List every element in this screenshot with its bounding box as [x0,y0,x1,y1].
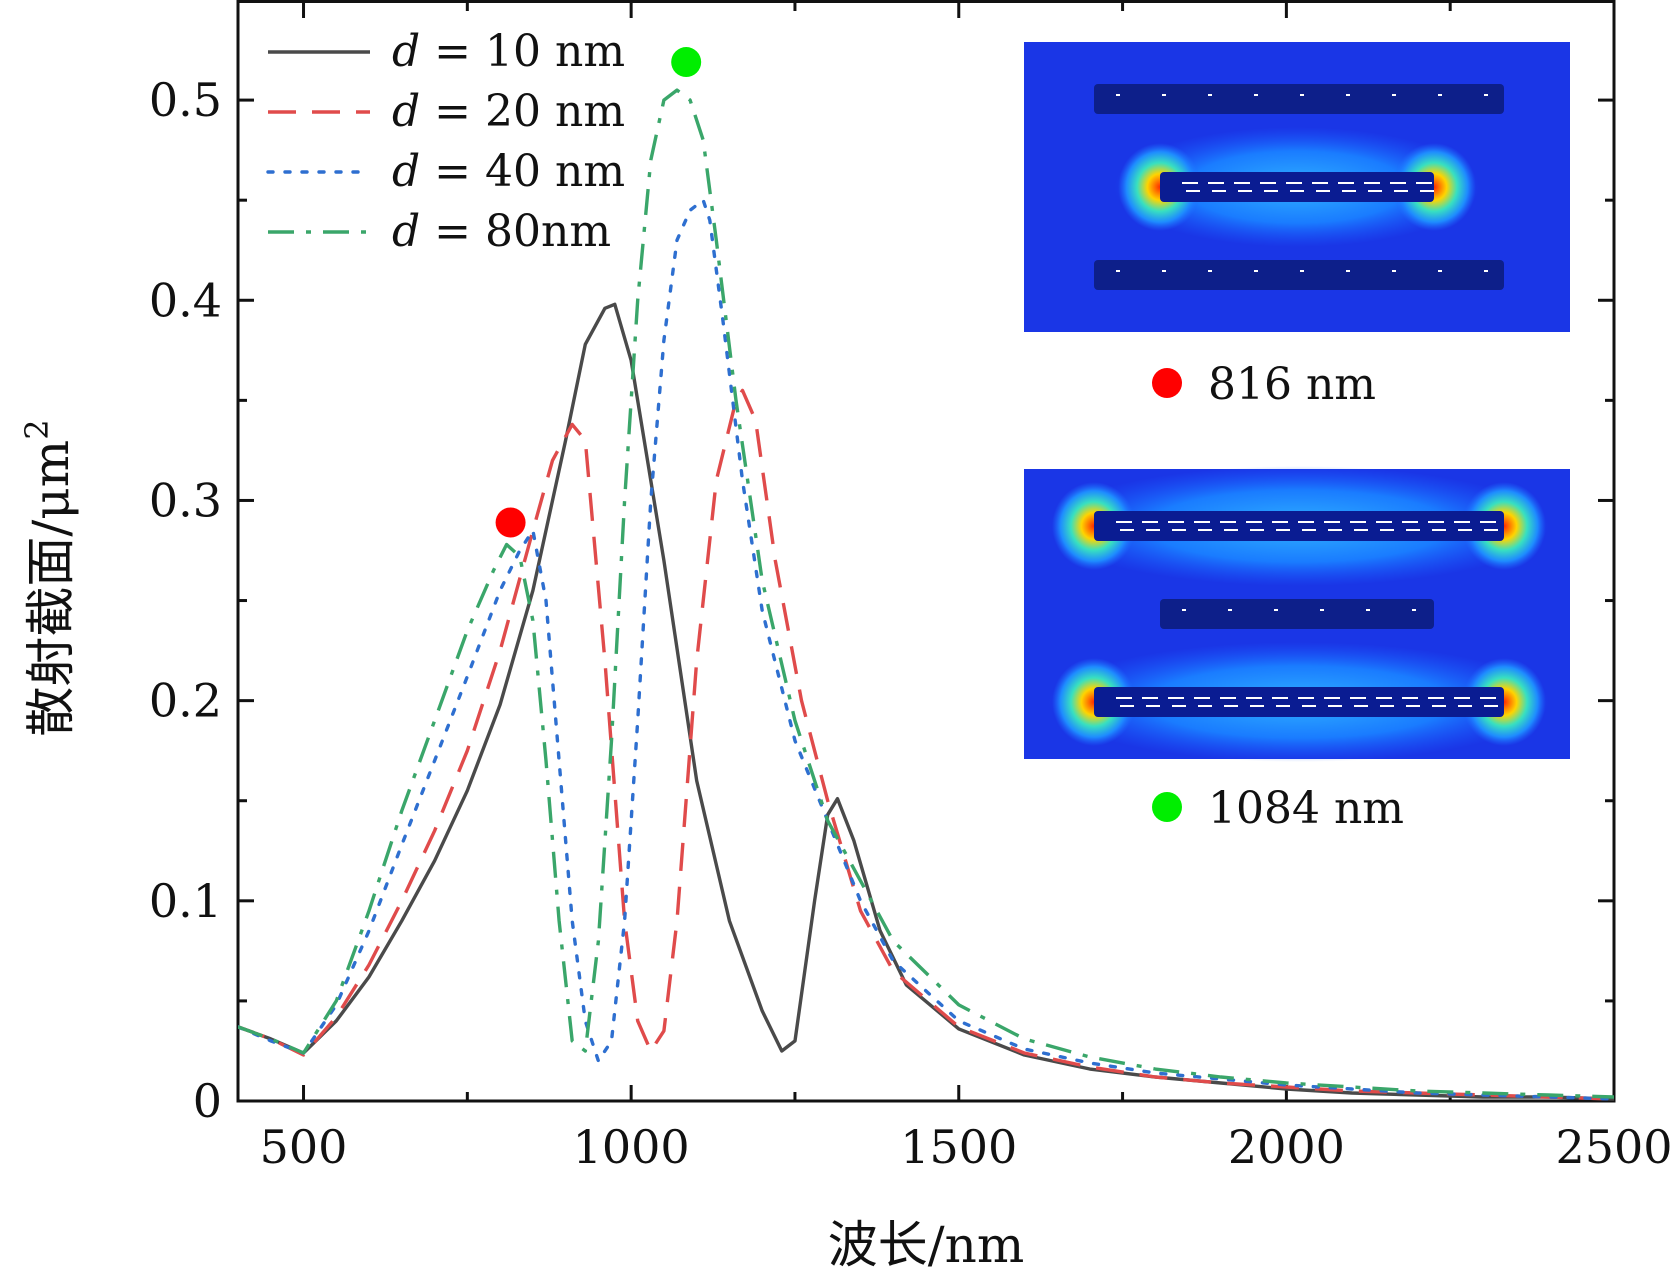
x-tick-label: 1500 [900,1120,1017,1174]
nanorod [1094,260,1504,290]
y-tick-label: 0 [193,1074,222,1128]
series-line-2 [238,388,1614,1101]
y-tick-label: 0.4 [149,273,222,327]
x-tick-label: 2000 [1228,1120,1345,1174]
nanorod [1160,172,1434,202]
series-line-3 [238,198,1614,1101]
y-tick-label: 0.3 [149,473,222,527]
y-tick-label: 0.1 [149,874,222,928]
x-tick-label: 1000 [573,1120,690,1174]
legend-symbol: d [392,206,420,257]
y-tick-label: 0.5 [149,73,222,127]
legend-label-3: d = 40 nm [392,146,625,197]
nanorod [1094,687,1504,717]
inset-label-1: 816 nm [1208,359,1376,410]
legend-label-1: d = 10 nm [392,26,625,77]
nanorod [1094,84,1504,114]
legend-value: = 10 nm [420,26,625,77]
plot-frame [236,0,1616,1103]
inset-label-2: 1084 nm [1208,783,1404,834]
field-map-2 [1024,466,1570,762]
nanorod [1094,511,1504,541]
legend-value: = 40 nm [420,146,625,197]
legend-symbol: d [392,146,420,197]
field-map-1 [1024,42,1570,332]
legend-value: = 20 nm [420,86,625,137]
legend-value: = 80nm [420,206,611,257]
x-axis-title: 波长/nm [828,1216,1024,1274]
y-tick-label: 0.2 [149,674,222,728]
axis-labels: 波长/nm 散射截面/μm2 [18,419,1024,1274]
legend-label-2: d = 20 nm [392,86,625,137]
peak-markers [495,47,702,538]
peak-marker-2 [671,47,702,78]
peak-marker-1 [495,507,526,538]
series-line-4 [238,88,1614,1099]
y-axis-title-main: 散射截面/μm [22,440,80,737]
x-tick-label: 2500 [1555,1120,1672,1174]
legend: d = 10 nmd = 20 nmd = 40 nmd = 80nm [266,26,625,257]
inset-dot-1 [1152,368,1182,398]
legend-symbol: d [392,26,420,77]
y-axis-title-sup: 2 [18,419,56,439]
insets: 816 nm 1084 nm [1024,42,1570,834]
y-axis-title: 散射截面/μm2 [18,419,80,736]
legend-label-4: d = 80nm [392,206,611,257]
x-tick-label: 500 [260,1120,348,1174]
inset-dot-2 [1152,792,1182,822]
series-layer [238,88,1614,1101]
axes-layer: 500 1000 1500 2000 2500 0 0.1 0.2 0.3 0.4 0.5 [149,0,1673,1174]
nanorod [1160,599,1434,629]
legend-symbol: d [392,86,420,137]
